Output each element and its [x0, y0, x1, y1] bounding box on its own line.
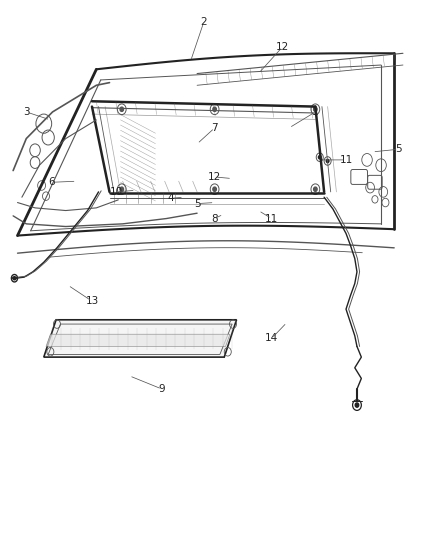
- Text: 3: 3: [23, 107, 30, 117]
- Circle shape: [11, 274, 18, 282]
- Polygon shape: [44, 320, 237, 357]
- Text: 2: 2: [200, 18, 207, 27]
- Circle shape: [120, 187, 124, 191]
- Circle shape: [318, 156, 321, 159]
- Text: 5: 5: [395, 144, 402, 154]
- Text: 6: 6: [48, 177, 55, 187]
- Text: 12: 12: [208, 172, 221, 182]
- Text: 7: 7: [211, 123, 218, 133]
- Circle shape: [326, 159, 329, 163]
- Text: 9: 9: [159, 384, 166, 394]
- Text: 5: 5: [194, 199, 201, 208]
- Circle shape: [314, 187, 317, 191]
- Polygon shape: [46, 334, 230, 346]
- Text: 4: 4: [167, 193, 174, 203]
- Text: 12: 12: [276, 42, 289, 52]
- Circle shape: [353, 400, 361, 410]
- Circle shape: [355, 403, 359, 407]
- Circle shape: [213, 187, 216, 191]
- Text: 14: 14: [265, 334, 278, 343]
- Text: 1: 1: [312, 107, 319, 117]
- Text: 10: 10: [110, 187, 123, 197]
- Text: 11: 11: [339, 155, 353, 165]
- Circle shape: [213, 107, 216, 111]
- Circle shape: [13, 277, 16, 280]
- Text: 11: 11: [265, 214, 278, 223]
- Circle shape: [120, 107, 124, 111]
- Circle shape: [314, 107, 317, 111]
- Text: 13: 13: [85, 296, 99, 306]
- Text: 8: 8: [211, 214, 218, 223]
